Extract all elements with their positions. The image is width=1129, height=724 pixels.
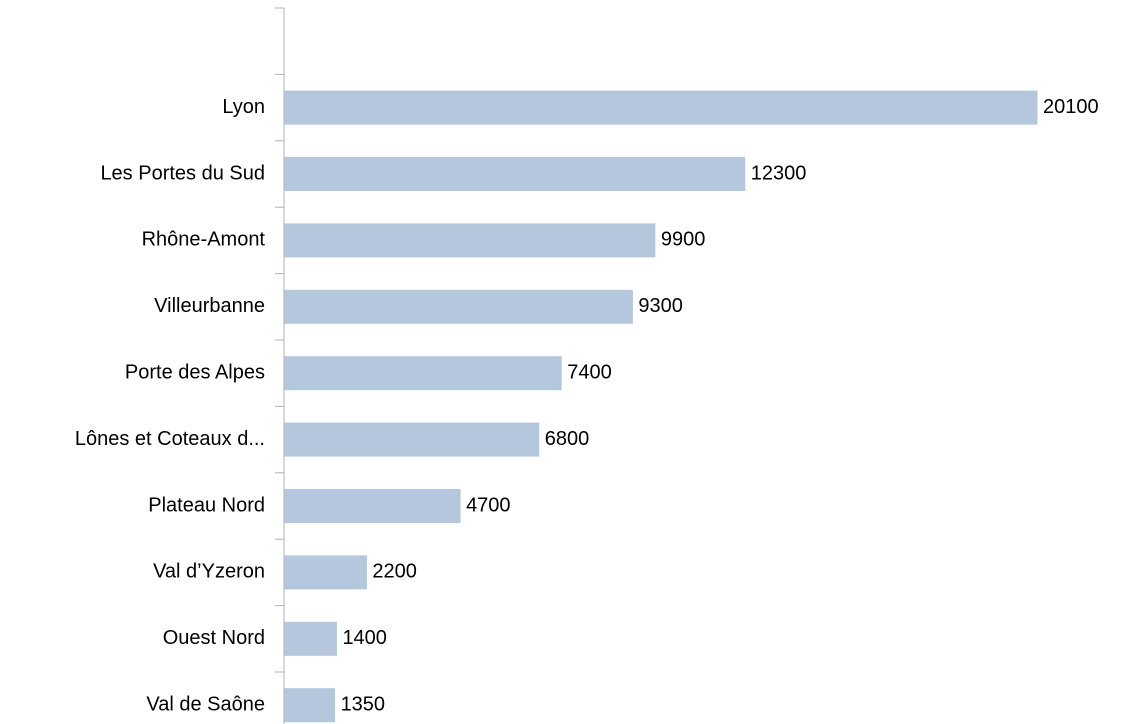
data-label: 20100: [1043, 96, 1099, 118]
bar: [284, 688, 336, 723]
data-label: 9300: [638, 295, 683, 317]
y-tick-label: Lônes et Coteaux d...: [75, 428, 265, 450]
bar: [284, 289, 633, 324]
data-label: 2200: [372, 561, 417, 583]
y-tick-label: Val d’Yzeron: [153, 561, 265, 583]
bar: [284, 422, 540, 457]
bar: [284, 621, 337, 656]
bar: [284, 555, 367, 590]
y-tick-label: Val de Saône: [146, 693, 265, 715]
data-label: 9900: [661, 229, 706, 251]
y-tick-label: Porte des Alpes: [125, 361, 265, 383]
y-tick-label: Plateau Nord: [148, 494, 265, 516]
bar: [284, 356, 562, 391]
y-tick-label: Lyon: [222, 96, 265, 118]
bar: [284, 90, 1038, 125]
bar: [284, 223, 656, 258]
data-label: 7400: [567, 361, 612, 383]
data-label: 4700: [466, 494, 511, 516]
bar: [284, 157, 746, 191]
data-label: 12300: [751, 162, 807, 184]
y-tick-label: Rhône-Amont: [142, 229, 266, 251]
y-tick-label: Les Portes du Sud: [100, 162, 265, 184]
y-tick-label: Villeurbanne: [154, 295, 265, 317]
y-tick-label: Ouest Nord: [163, 627, 265, 649]
data-label: 6800: [545, 428, 590, 450]
bar: [284, 489, 461, 523]
data-label: 1400: [342, 627, 387, 649]
data-label: 1350: [341, 693, 386, 715]
